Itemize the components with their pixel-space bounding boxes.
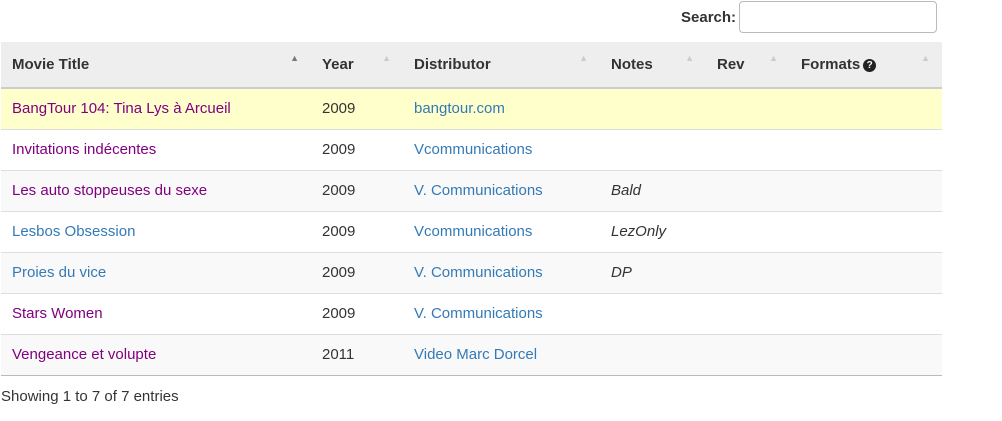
col-distributor[interactable]: Distributor ▲ [403, 42, 600, 89]
distributor-link[interactable]: V. Communications [414, 182, 543, 199]
movie-title-link[interactable]: Invitations indécentes [12, 141, 157, 158]
movie-title-link[interactable]: BangTour 104: Tina Lys à Arcueil [12, 100, 231, 118]
col-year[interactable]: Year ▲ [311, 42, 403, 89]
formats-cell [790, 87, 942, 129]
formats-cell [790, 128, 942, 170]
sort-icon: ▲ [382, 53, 391, 63]
rev-cell [706, 333, 790, 376]
table-row: Stars Women 2009 V. Communications [1, 292, 942, 334]
year-cell: 2009 [311, 292, 403, 334]
distributor-link[interactable]: Vcommunications [414, 141, 533, 158]
table-row: BangTour 104: Tina Lys à Arcueil 2009 bang… [1, 87, 942, 129]
table-row: Vengeance et volupte 2011 Video Marc Dorce… [1, 333, 942, 376]
search-input[interactable] [739, 1, 938, 33]
table-info: Showing 1 to 7 of 7 entries [1, 388, 179, 405]
year-cell: 2009 [311, 169, 403, 211]
header-row: Movie Title ▲ Year ▲ Distributor ▲ Notes ▲ R… [1, 42, 942, 89]
movie-title-link[interactable]: Lesbos Obsession [12, 223, 136, 240]
table-row: Lesbos Obsession 2009 Vcommunications LezOn… [1, 210, 942, 252]
col-notes[interactable]: Notes ▲ [600, 42, 706, 89]
distributor-link[interactable]: bangtour.com [414, 100, 505, 118]
year-cell: 2009 [311, 128, 403, 170]
rev-cell [706, 251, 790, 293]
notes-cell [600, 87, 706, 129]
formats-cell [790, 333, 942, 376]
distributor-link[interactable]: V. Communications [414, 264, 543, 281]
formats-cell [790, 251, 942, 293]
year-cell: 2009 [311, 210, 403, 252]
formats-cell [790, 210, 942, 252]
movie-title-link[interactable]: Vengeance et volupte [12, 346, 157, 363]
distributor-link[interactable]: V. Communications [414, 305, 543, 322]
sort-icon: ▲ [921, 53, 930, 63]
movie-title-link[interactable]: Proies du vice [12, 264, 107, 281]
search-label: Search: [681, 8, 737, 26]
col-formats[interactable]: Formats? ▲ [790, 42, 942, 89]
notes-cell: DP [600, 251, 706, 293]
sort-asc-icon: ▲ [290, 53, 299, 63]
movie-title-link[interactable]: Stars Women [12, 305, 103, 322]
formats-cell [790, 169, 942, 211]
distributor-link[interactable]: Vcommunications [414, 223, 533, 240]
notes-cell [600, 292, 706, 334]
movie-title-link[interactable]: Les auto stoppeuses du sexe [12, 182, 208, 199]
notes-cell [600, 333, 706, 376]
rev-cell [706, 87, 790, 129]
sort-icon: ▲ [769, 53, 778, 63]
notes-cell: Bald [600, 169, 706, 211]
search-box: Search: [681, 1, 938, 33]
notes-cell: LezOnly [600, 210, 706, 252]
sort-icon: ▲ [685, 53, 694, 63]
rev-cell [706, 210, 790, 252]
notes-cell [600, 128, 706, 170]
col-movie-title[interactable]: Movie Title ▲ [1, 42, 311, 89]
question-circle-icon[interactable]: ? [863, 59, 877, 72]
table-row: Les auto stoppeuses du sexe 2009 V. Commun… [1, 169, 942, 211]
rev-cell [706, 292, 790, 334]
rev-cell [706, 128, 790, 170]
col-rev[interactable]: Rev ▲ [706, 42, 790, 89]
movies-table: Movie Title ▲ Year ▲ Distributor ▲ Notes ▲ R… [1, 42, 942, 376]
table-row: Invitations indécentes 2009 Vcommunication… [1, 128, 942, 170]
table-row: Proies du vice 2009 V. Communications DP [1, 251, 942, 293]
distributor-link[interactable]: Video Marc Dorcel [414, 346, 538, 363]
sort-icon: ▲ [579, 53, 588, 63]
formats-cell [790, 292, 942, 334]
year-cell: 2009 [311, 87, 403, 129]
year-cell: 2009 [311, 251, 403, 293]
rev-cell [706, 169, 790, 211]
year-cell: 2011 [311, 333, 403, 376]
